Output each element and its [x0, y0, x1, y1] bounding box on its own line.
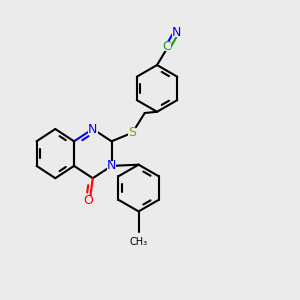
Bar	[162, 42, 171, 51]
Bar	[88, 124, 98, 134]
Text: N: N	[172, 26, 182, 39]
Text: O: O	[83, 194, 93, 207]
Text: N: N	[107, 159, 116, 172]
Bar	[83, 196, 93, 205]
Text: N: N	[88, 122, 98, 136]
Text: S: S	[128, 126, 136, 139]
Bar	[172, 28, 182, 37]
Text: CH₃: CH₃	[130, 237, 148, 247]
Bar	[128, 128, 137, 137]
Bar	[107, 161, 116, 170]
Text: C: C	[162, 40, 171, 53]
